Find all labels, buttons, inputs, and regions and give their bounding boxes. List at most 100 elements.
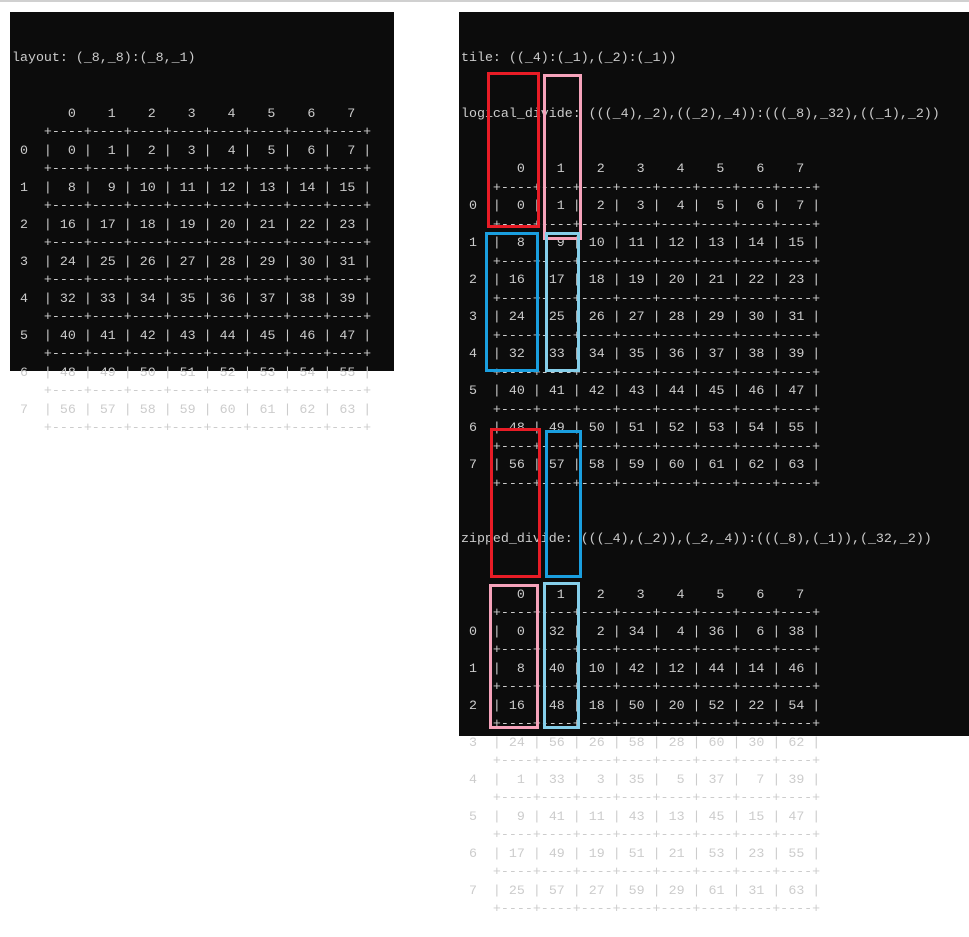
column-header-row: 0 1 2 3 4 5 6 7 bbox=[461, 586, 969, 605]
table-cell: 15 bbox=[740, 808, 765, 824]
cell-border: | bbox=[684, 808, 701, 824]
table-cell: 19 bbox=[620, 272, 645, 287]
cell-border: | bbox=[315, 401, 332, 417]
cell-border: | bbox=[684, 383, 701, 398]
table-cell: 60 bbox=[700, 734, 725, 750]
cell-border: | bbox=[315, 327, 332, 343]
table-cell: 18 bbox=[580, 272, 605, 287]
cell-border: | bbox=[195, 253, 212, 269]
table-cell: 59 bbox=[171, 401, 196, 417]
table-cell: 9 bbox=[540, 235, 565, 250]
table-cell: 33 bbox=[540, 346, 565, 361]
separator-line: +----+----+----+----+----+----+----+----… bbox=[461, 827, 821, 842]
cell-border: | bbox=[564, 808, 581, 824]
cell-border: | bbox=[235, 216, 252, 232]
table-cell: 7 bbox=[740, 771, 765, 787]
table-cell: 54 bbox=[740, 420, 765, 435]
table-cell: 37 bbox=[700, 346, 725, 361]
table-cell: 24 bbox=[51, 253, 76, 269]
cell-border: | bbox=[764, 734, 781, 750]
table-cell: 60 bbox=[211, 401, 236, 417]
cell-border: | bbox=[275, 364, 292, 380]
table-cell: 23 bbox=[780, 272, 805, 287]
separator-line: +----+----+----+----+----+----+----+----… bbox=[12, 161, 372, 176]
cell-border: | bbox=[764, 845, 781, 861]
spacer bbox=[461, 809, 469, 824]
spacer bbox=[461, 161, 477, 176]
cell-border: | bbox=[644, 383, 661, 398]
row-separator: +----+----+----+----+----+----+----+----… bbox=[12, 271, 394, 290]
table-cell: 22 bbox=[740, 697, 765, 713]
table-cell: 24 bbox=[500, 309, 525, 324]
cell-border: | bbox=[564, 660, 581, 676]
table-cell: 40 bbox=[51, 327, 76, 343]
cell-border: | bbox=[355, 142, 372, 158]
cell-border: | bbox=[155, 142, 172, 158]
cell-border: | bbox=[155, 253, 172, 269]
separator-line: +----+----+----+----+----+----+----+----… bbox=[12, 383, 372, 398]
column-label: 2 bbox=[147, 105, 156, 121]
separator-line: +----+----+----+----+----+----+----+----… bbox=[461, 290, 821, 306]
table-cell: 61 bbox=[700, 882, 725, 898]
table-row: 7 | 56 | 57 | 58 | 59 | 60 | 61 | 62 | 6… bbox=[461, 456, 969, 475]
table-cell: 27 bbox=[620, 309, 645, 324]
column-label: 4 bbox=[227, 105, 236, 121]
spacer bbox=[12, 106, 28, 121]
cell-border: | bbox=[564, 383, 581, 398]
table-cell: 1 bbox=[500, 771, 525, 787]
spacer bbox=[12, 180, 20, 195]
row-label: 7 bbox=[19, 401, 28, 417]
table-cell: 13 bbox=[660, 808, 685, 824]
table-cell: 56 bbox=[51, 401, 76, 417]
table-cell: 9 bbox=[500, 808, 525, 824]
table-cell: 20 bbox=[660, 697, 685, 713]
cell-border: | bbox=[564, 346, 581, 361]
table-cell: 59 bbox=[620, 882, 645, 898]
cell-border: | bbox=[315, 253, 332, 269]
row-label: 0 bbox=[468, 198, 477, 213]
table-cell: 34 bbox=[620, 623, 645, 639]
separator-line: +----+----+----+----+----+----+----+----… bbox=[461, 790, 821, 805]
table-cell: 54 bbox=[291, 364, 316, 380]
table-cell: 6 bbox=[740, 623, 765, 639]
zipped-divide-title: zipped_divide: (((_4),(_2)),(_2,_4)):(((… bbox=[461, 531, 932, 546]
spacer bbox=[28, 106, 68, 121]
row-separator: +----+----+----+----+----+----+----+----… bbox=[12, 197, 394, 216]
spacer bbox=[645, 587, 677, 602]
table-cell: 46 bbox=[740, 383, 765, 398]
cell-border: | bbox=[604, 383, 621, 398]
cell-border: | bbox=[315, 364, 332, 380]
row-separator: +----+----+----+----+----+----+----+----… bbox=[461, 253, 969, 272]
table-cell: 12 bbox=[660, 660, 685, 676]
row-separator: +----+----+----+----+----+----+----+----… bbox=[461, 678, 969, 697]
separator-line: +----+----+----+----+----+----+----+----… bbox=[12, 124, 372, 139]
cell-border: | bbox=[476, 198, 501, 213]
table-cell: 28 bbox=[660, 309, 685, 324]
cell-border: | bbox=[724, 198, 741, 213]
cell-border: | bbox=[476, 383, 501, 398]
table-cell: 37 bbox=[251, 290, 276, 306]
cell-border: | bbox=[315, 290, 332, 306]
cell-border: | bbox=[75, 253, 92, 269]
divide-terminal-panel: tile: ((_4):(_1),(_2):(_1)) logical_divi… bbox=[459, 12, 969, 916]
spacer bbox=[461, 420, 469, 435]
cell-border: | bbox=[476, 697, 501, 713]
cell-border: | bbox=[724, 309, 741, 324]
cell-border: | bbox=[115, 253, 132, 269]
row-label: 2 bbox=[468, 272, 477, 287]
cell-border: | bbox=[644, 309, 661, 324]
spacer bbox=[461, 735, 469, 750]
cell-border: | bbox=[524, 808, 541, 824]
row-label: 1 bbox=[468, 235, 477, 250]
spacer bbox=[605, 587, 637, 602]
cell-border: | bbox=[604, 771, 621, 787]
spacer bbox=[461, 457, 469, 472]
cell-border: | bbox=[764, 272, 781, 287]
cell-border: | bbox=[804, 346, 821, 361]
layout-terminal-panel: layout: (_8,_8):(_8,_1) 0 1 2 3 4 5 6 7 … bbox=[10, 12, 394, 435]
cell-border: | bbox=[804, 309, 821, 324]
table-cell: 31 bbox=[740, 882, 765, 898]
cell-border: | bbox=[684, 198, 701, 213]
table-cell: 1 bbox=[91, 142, 116, 158]
table-cell: 10 bbox=[131, 179, 156, 195]
